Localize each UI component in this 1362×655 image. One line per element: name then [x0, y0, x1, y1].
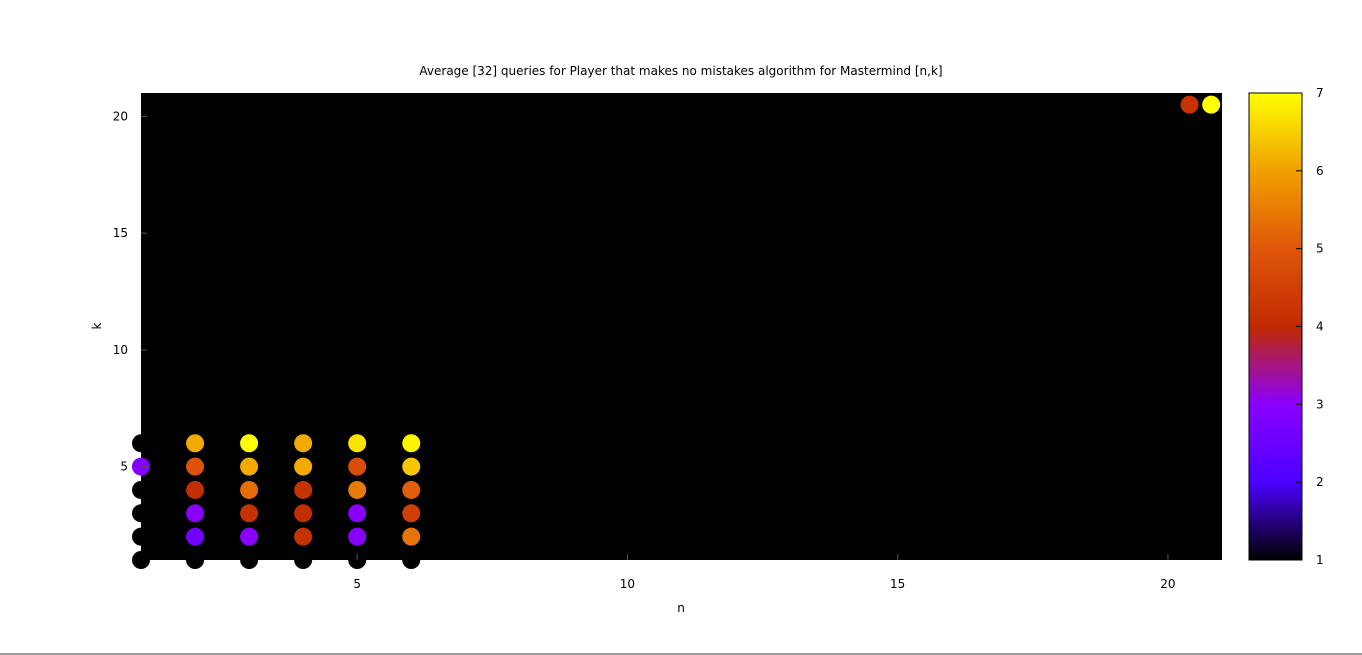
colorbar-tick-label: 6: [1316, 164, 1324, 178]
x-tick-label: 15: [890, 577, 905, 591]
data-point: [240, 480, 259, 499]
window-bottom-border: [0, 653, 1362, 655]
y-tick-label: 15: [113, 226, 128, 240]
colorbar-tick-label: 3: [1316, 397, 1324, 411]
data-point: [240, 527, 259, 546]
colorbar: [1248, 92, 1303, 561]
y-tick-label: 5: [120, 460, 128, 474]
y-axis-ticks: 5 10 15 20: [113, 109, 147, 474]
data-point: [294, 434, 313, 453]
data-point: [294, 527, 313, 546]
data-point: [240, 504, 259, 523]
data-point: [402, 434, 421, 453]
data-point: [132, 527, 150, 546]
data-point: [402, 504, 421, 523]
data-point: [294, 504, 313, 523]
data-point: [186, 551, 205, 569]
colorbar-ticks: 1 2 3 4 5 6 7: [1296, 86, 1324, 567]
colorbar-tick-label: 1: [1316, 553, 1324, 567]
chart-title: Average [32] queries for Player that mak…: [419, 64, 942, 78]
data-point: [132, 504, 150, 523]
data-point: [402, 527, 421, 546]
data-point: [348, 527, 367, 546]
x-tick-label: 20: [1160, 577, 1175, 591]
data-point: [402, 480, 421, 499]
x-axis-ticks: 5 10 15 20: [353, 554, 1176, 591]
data-points: [132, 95, 1221, 569]
data-point: [1202, 95, 1221, 114]
data-point: [186, 434, 205, 453]
plot-area: [141, 93, 1222, 560]
data-point: [1180, 95, 1199, 114]
colorbar-tick-label: 7: [1316, 86, 1324, 100]
data-point: [294, 480, 313, 499]
data-point: [240, 457, 259, 476]
data-point: [240, 434, 259, 453]
colorbar-tick-label: 5: [1316, 242, 1324, 256]
data-point: [402, 551, 421, 569]
x-axis-label: n: [677, 601, 685, 615]
x-tick-label: 5: [353, 577, 361, 591]
data-point: [294, 457, 313, 476]
data-point: [132, 434, 150, 453]
data-point: [294, 551, 313, 569]
y-axis-label: k: [90, 322, 104, 329]
data-point: [186, 457, 205, 476]
data-point: [348, 434, 367, 453]
data-point: [186, 504, 205, 523]
colorbar-tick-label: 2: [1316, 475, 1324, 489]
y-tick-label: 10: [113, 343, 128, 357]
data-point: [348, 480, 367, 499]
data-point: [240, 551, 259, 569]
data-point: [186, 527, 205, 546]
data-point: [348, 504, 367, 523]
data-point: [348, 457, 367, 476]
data-point: [402, 457, 421, 476]
data-point: [186, 480, 205, 499]
data-point: [132, 551, 150, 569]
y-tick-label: 20: [113, 109, 128, 123]
colorbar-tick-label: 4: [1316, 320, 1324, 334]
data-point: [132, 480, 150, 499]
x-tick-label: 10: [620, 577, 635, 591]
